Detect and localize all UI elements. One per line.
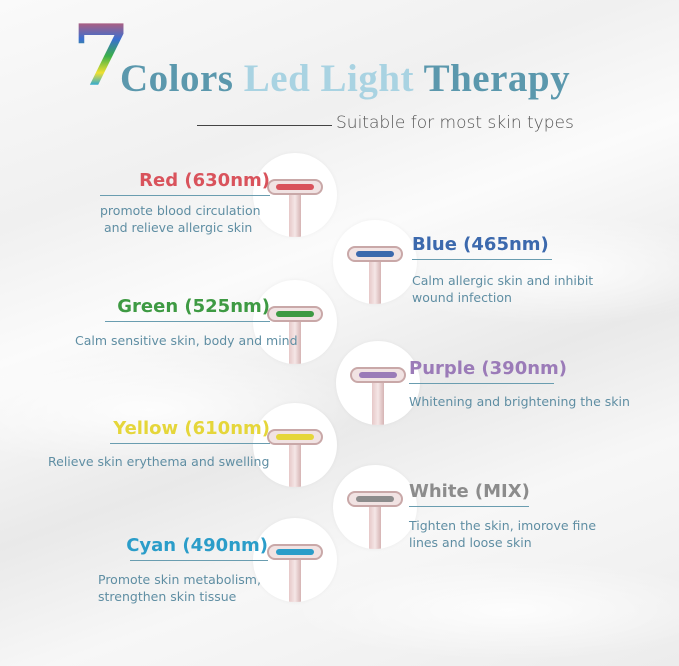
underline [409,383,554,384]
description-line: Tighten the skin, imorove fine [409,518,597,533]
device-head [267,544,323,560]
color-title: Green (525nm) [117,296,270,317]
color-title: Cyan (490nm) [126,535,268,556]
description-line: Calm allergic skin and inhibit [412,273,594,288]
device-stem [372,383,384,425]
color-title: Yellow (610nm) [113,418,270,439]
device-head [267,179,323,195]
device-image [333,220,417,304]
device-image [336,341,420,425]
device-stem [369,262,381,304]
device-head [347,246,403,262]
title-part: Colors [120,57,244,100]
color-description: Relieve skin erythema and swelling [48,453,269,470]
underline [412,259,552,260]
led-light-icon [356,496,394,502]
description-line: lines and loose skin [409,535,532,550]
color-title: Red (630nm) [139,170,270,191]
device-stem [289,195,301,237]
device-head [267,306,323,322]
description-line: Relieve skin erythema and swelling [48,454,270,469]
underline [105,321,270,322]
underline [110,443,270,444]
color-description: Calm allergic skin and inhibit wound infe… [412,272,593,306]
color-description: promote blood circulation and relieve all… [100,202,261,236]
device-head [347,491,403,507]
page-title: Colors Led Light Therapy [120,56,570,101]
led-light-icon [356,251,394,257]
led-light-icon [276,549,314,555]
color-description: Promote skin metabolism, strengthen skin … [98,571,261,605]
underline [100,195,270,196]
description-line: Calm sensitive skin, body and mind [75,333,298,348]
device-stem [289,560,301,602]
color-description: Whitening and brightening the skin [409,393,630,410]
device-stem [369,507,381,549]
led-light-icon [276,311,314,317]
device-stem [289,322,301,364]
description-line: promote blood circulation [100,203,261,218]
underline [409,506,529,507]
description-line: wound infection [412,290,512,305]
device-image [253,280,337,364]
device-image [333,465,417,549]
title-part: Therapy [414,57,571,100]
rainbow-seven-logo: 7 [72,6,131,105]
device-image [253,403,337,487]
subtitle: Suitable for most skin types [336,113,574,133]
color-title: Purple (390nm) [409,358,568,379]
device-stem [289,445,301,487]
led-light-icon [276,434,314,440]
color-description: Tighten the skin, imorove fine lines and … [409,517,596,551]
led-light-icon [276,184,314,190]
device-head [267,429,323,445]
description-line: Promote skin metabolism, [98,572,261,587]
title-part: Led Light [243,57,415,100]
led-light-icon [359,372,397,378]
color-description: Calm sensitive skin, body and mind [75,332,298,349]
device-head [350,367,406,383]
divider [197,125,332,126]
color-title: White (MIX) [409,481,530,502]
description-line: Whitening and brightening the skin [409,394,630,409]
description-line: strengthen skin tissue [98,589,237,604]
underline [130,560,268,561]
description-line: and relieve allergic skin [104,220,253,235]
color-title: Blue (465nm) [412,234,549,255]
